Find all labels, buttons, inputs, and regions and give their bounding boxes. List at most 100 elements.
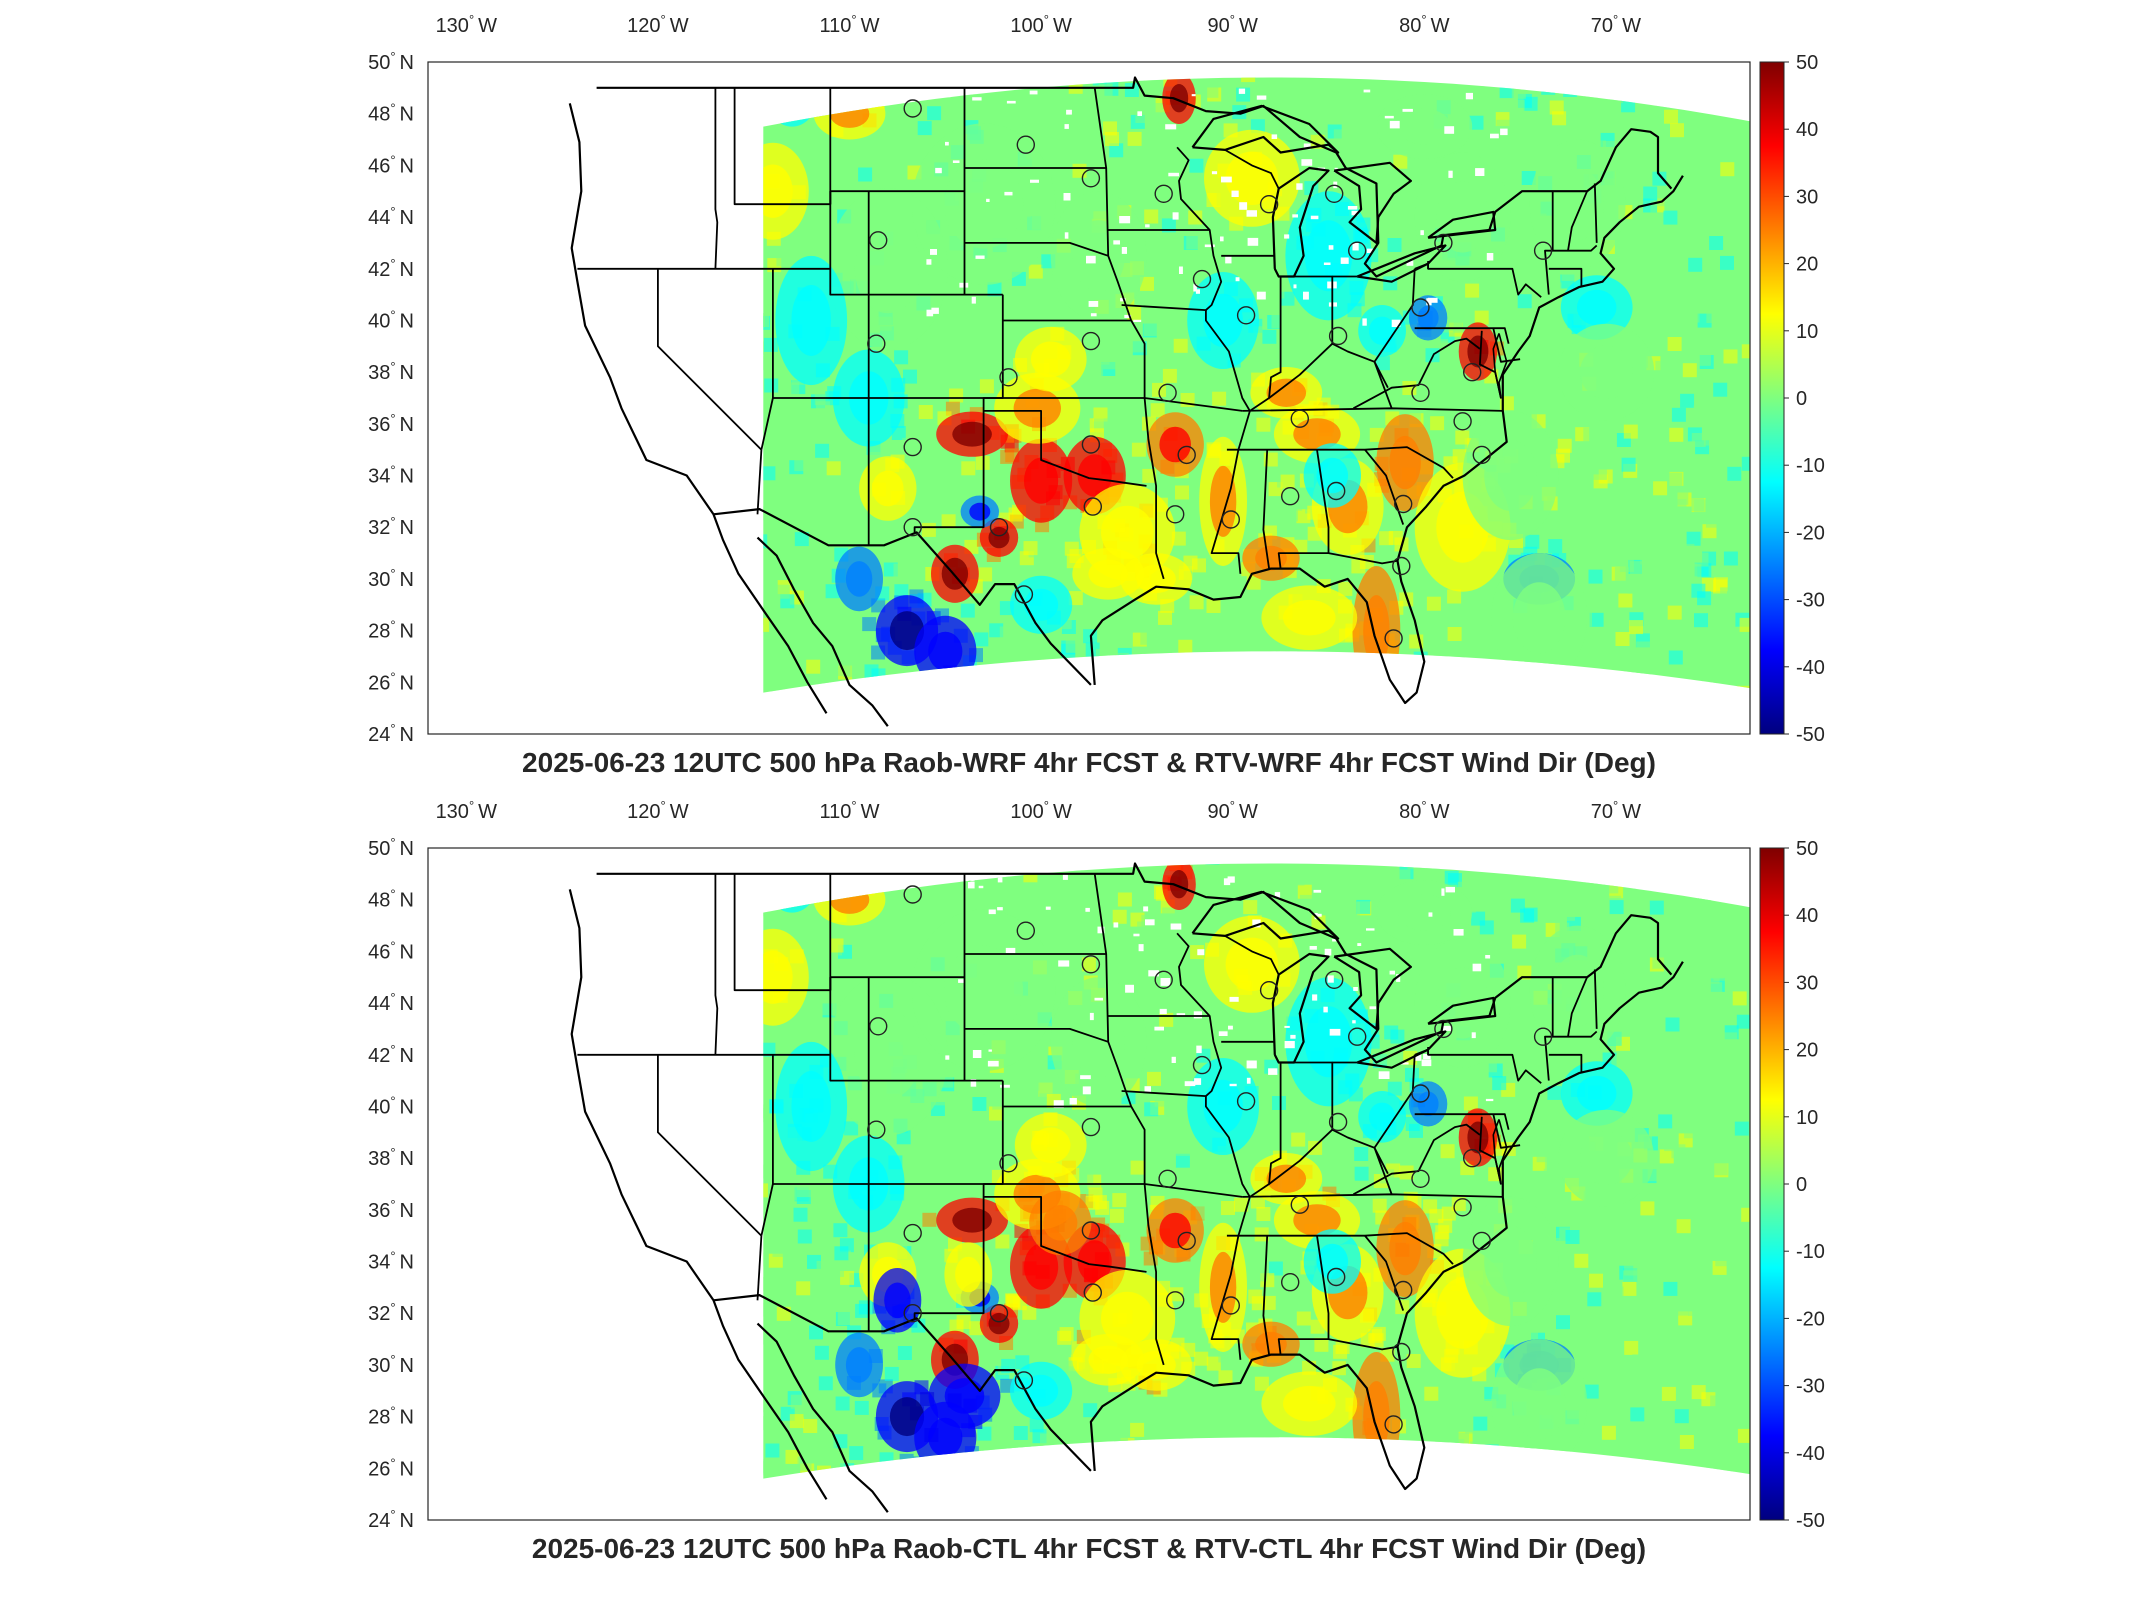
field-cell [831, 167, 846, 182]
field-cell [1549, 100, 1564, 115]
raob-station-marker [1221, 510, 1241, 529]
field-cell [1552, 111, 1567, 126]
lat-tick-hemisphere: N [400, 1148, 414, 1170]
raob-station-marker [1158, 383, 1177, 402]
field-cell [1537, 101, 1552, 116]
missing-data [1472, 963, 1482, 972]
missing-data [926, 259, 932, 265]
lat-tick-degree: 50 [368, 52, 390, 74]
degree-symbol: ° [390, 990, 395, 1005]
degree-symbol: ° [390, 1197, 395, 1212]
field-cell [1065, 638, 1080, 653]
field-core [1169, 870, 1189, 899]
lat-tick-degree: 34 [368, 1252, 390, 1274]
field-cell [763, 1461, 777, 1476]
field-cell [1710, 1395, 1725, 1410]
field-cell [1648, 1369, 1663, 1384]
field-cell [1118, 949, 1133, 964]
missing-data [968, 882, 975, 889]
field-cell [793, 235, 808, 249]
field-cell [1333, 129, 1348, 144]
field-cell [1720, 255, 1734, 270]
raob-station-marker [1326, 1267, 1346, 1287]
field-cell [1739, 404, 1750, 419]
raob-station-marker [903, 1303, 922, 1323]
raob-station-marker [989, 1303, 1009, 1323]
state-border [1414, 1113, 1510, 1130]
field-cell [897, 1346, 912, 1360]
field-cell [1630, 514, 1645, 529]
field-cell [926, 1291, 941, 1306]
field-core [1101, 505, 1154, 560]
field-cell [1715, 1252, 1730, 1267]
lat-tick-degree: 28 [368, 1407, 390, 1429]
field-cell [1556, 1315, 1570, 1330]
raob-stations [867, 99, 1553, 648]
field-cell [1246, 878, 1261, 893]
field-cell [1713, 1161, 1728, 1176]
raob-station-marker [1280, 1272, 1300, 1292]
missing-data [1256, 95, 1267, 100]
field-cell [1251, 1019, 1266, 1034]
field-cell [1733, 121, 1748, 136]
missing-data [1310, 215, 1319, 220]
raob-station-marker [867, 334, 886, 353]
field-cell [1256, 417, 1271, 432]
field-cell [1435, 629, 1450, 644]
field-cell [1592, 465, 1607, 480]
field-cell [1077, 609, 1092, 623]
field-core [988, 1312, 1010, 1335]
missing-data [1064, 232, 1069, 239]
field-cell [1143, 322, 1158, 337]
field-cell [1447, 589, 1462, 604]
missing-data [1389, 970, 1395, 975]
field-core [988, 526, 1010, 549]
field-cell [1175, 485, 1189, 500]
missing-data [1066, 109, 1072, 115]
field-cell [1406, 1354, 1421, 1368]
field-cell [1241, 77, 1256, 88]
lat-tick-hemisphere: N [400, 311, 414, 333]
missing-data [1324, 948, 1332, 956]
field-cell [1068, 869, 1083, 883]
field-cell [1686, 194, 1701, 209]
field-cell [1143, 77, 1158, 90]
field-cell [1735, 190, 1750, 205]
missing-data [1256, 291, 1266, 300]
field-cell [1175, 349, 1190, 364]
field-cell [1011, 1092, 1026, 1107]
missing-data [1006, 100, 1016, 104]
field-cell [1335, 1340, 1350, 1354]
field-cell [1095, 1200, 1110, 1215]
colorbar-tick-label: 40 [1796, 905, 1818, 927]
raob-station-marker [869, 231, 888, 250]
missing-data [1211, 171, 1218, 175]
colorbar-tick-label: 40 [1796, 119, 1818, 141]
mexico-border [713, 508, 1092, 686]
field-cell [1741, 1207, 1750, 1222]
raob-station-marker [1434, 1019, 1453, 1039]
field-cell [1153, 281, 1168, 295]
field-cell [1183, 1041, 1198, 1056]
field-cell [861, 1438, 876, 1453]
field-cell [926, 1322, 941, 1337]
missing-data [1154, 1026, 1164, 1031]
field-cell [1528, 922, 1543, 937]
state-border [1249, 1062, 1282, 1198]
field-cell [1588, 103, 1603, 118]
field-core [1551, 168, 1604, 240]
field-cell [1206, 1356, 1221, 1371]
lat-tick-hemisphere: N [400, 941, 414, 963]
missing-data [931, 307, 939, 314]
state-border [1544, 977, 1554, 1081]
field-cell [1240, 1404, 1255, 1419]
missing-data [1252, 919, 1261, 928]
field-core [1136, 1350, 1176, 1380]
field-cell [919, 1125, 934, 1140]
raob-station-marker [903, 437, 922, 457]
field-cell [1560, 411, 1575, 426]
state-border [1548, 1053, 1583, 1073]
field-cell [1144, 209, 1159, 224]
field-cell [1579, 650, 1594, 665]
lon-tick-hemisphere: W [861, 15, 880, 37]
